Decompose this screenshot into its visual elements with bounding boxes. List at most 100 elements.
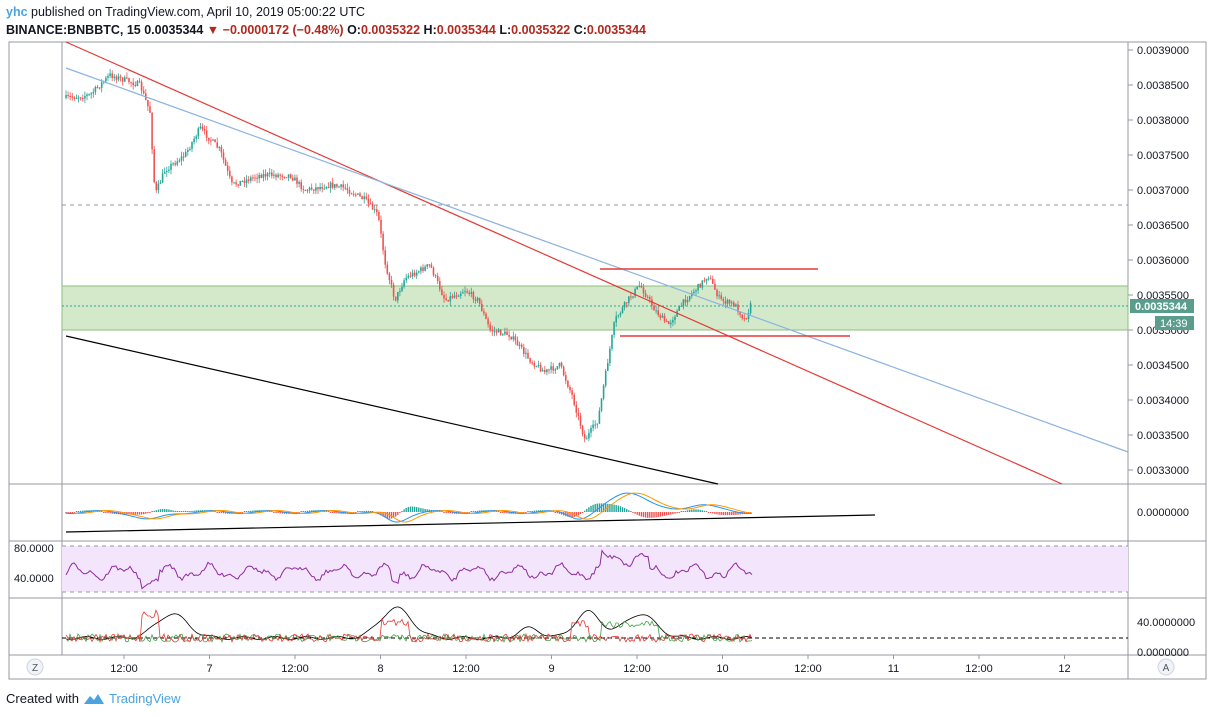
candle-body: [449, 296, 452, 302]
red-trendline[interactable]: [65, 41, 1063, 485]
high-label: H:: [423, 23, 437, 37]
macd-bar: [447, 512, 449, 514]
candle-body: [336, 184, 338, 187]
macd-bar: [250, 510, 252, 512]
footer: Created with TradingView: [6, 691, 181, 706]
macd-bar: [504, 512, 506, 514]
candle-body: [644, 293, 647, 297]
macd-bar: [195, 510, 197, 512]
candle-body: [239, 180, 242, 186]
macd-bar: [155, 510, 157, 512]
candle-body: [590, 427, 592, 433]
support-resistance-zone[interactable]: [61, 285, 1129, 331]
macd-bar: [552, 511, 554, 512]
candle-body: [138, 81, 141, 83]
macd-bar: [103, 512, 105, 513]
candle-body: [170, 163, 172, 170]
candle-body: [415, 272, 418, 276]
macd-bar: [558, 512, 561, 514]
candle-body: [735, 304, 737, 307]
candle-body: [100, 82, 103, 88]
candle-body: [348, 190, 351, 194]
candle-body: [166, 170, 168, 172]
candle-body: [674, 316, 676, 320]
macd-bar: [140, 512, 143, 515]
price-axis[interactable]: 0.0039000 0.0038500 0.0038000 0.0037500 0.00…: [1128, 45, 1189, 477]
macd-bar: [535, 510, 538, 512]
time-axis[interactable]: 12:00 7 12:00 8 12:00 9 12:00 10 12:00 11 12:00 12: [110, 655, 1071, 675]
auto-scale-button[interactable]: A: [1157, 658, 1175, 676]
macd-bar: [697, 509, 699, 512]
macd-bar: [728, 512, 731, 516]
candle-body: [252, 177, 254, 179]
candle-body: [636, 286, 638, 290]
macd-bar: [497, 511, 500, 512]
candle-body: [369, 203, 372, 205]
time-tick-label: 12:00: [110, 663, 138, 675]
candle-body: [455, 295, 458, 297]
macd-bar: [254, 510, 256, 512]
candle-body: [407, 275, 410, 278]
macd-bar: [193, 510, 195, 512]
candle-body: [140, 81, 143, 91]
macd-bar: [168, 509, 170, 512]
macd-bar: [153, 510, 155, 512]
macd-bar: [395, 512, 397, 517]
tradingview-brand[interactable]: TradingView: [108, 691, 181, 706]
candle-body: [310, 187, 313, 190]
candle-body: [531, 362, 533, 364]
candle-body: [533, 362, 536, 367]
macd-bar: [275, 512, 277, 513]
author-name[interactable]: yhc: [6, 5, 28, 19]
candle-body: [346, 188, 349, 191]
candlesticks: [65, 68, 752, 443]
macd-trendline[interactable]: [65, 514, 876, 533]
candle-body: [90, 93, 92, 95]
candle-body: [443, 294, 445, 299]
candle-body: [220, 147, 223, 153]
macd-bar: [636, 512, 638, 515]
candle-body: [470, 291, 473, 295]
macd-bar: [409, 506, 412, 512]
candle-body: [730, 302, 733, 304]
macd-bar: [731, 512, 733, 516]
candle-body: [688, 296, 691, 301]
current-price-tag: [1130, 299, 1194, 313]
macd-bar: [531, 511, 533, 512]
candle-body: [726, 299, 729, 304]
candle-body: [199, 126, 202, 129]
candle-body: [350, 193, 353, 195]
candle-body: [705, 278, 708, 281]
candle-body: [231, 176, 233, 183]
candle-body: [625, 302, 628, 304]
blue-trendline[interactable]: [65, 67, 1129, 453]
candle-body: [569, 386, 571, 391]
chart-area[interactable]: 0.0039000 0.0038500 0.0038000 0.0037500 0.00…: [0, 0, 1212, 690]
candle-body: [436, 275, 439, 282]
zoom-reset-button[interactable]: Z: [26, 658, 44, 676]
macd-bar: [161, 508, 164, 512]
candle-body: [693, 291, 695, 294]
candle-body: [178, 160, 181, 162]
candle-body: [554, 369, 557, 371]
candle-body: [325, 187, 328, 189]
candle-body: [630, 296, 632, 298]
candle-body: [107, 75, 109, 78]
macd-bar: [647, 512, 649, 518]
macd-bar: [655, 512, 657, 518]
dmi-axis: 40.0000000 0.0000000: [1137, 617, 1195, 659]
candle-body: [394, 296, 397, 301]
candle-body: [212, 139, 214, 141]
black-support-trendline[interactable]: [65, 335, 719, 485]
macd-bar: [705, 511, 708, 512]
macd-bar: [661, 512, 664, 517]
macd-bar: [695, 509, 697, 512]
candle-body: [565, 375, 567, 381]
macd-bar: [638, 512, 640, 516]
candle-body: [617, 315, 620, 317]
candle-body: [502, 334, 504, 336]
candle-body: [172, 163, 174, 165]
candle-body: [241, 180, 244, 182]
candle-body: [640, 285, 643, 288]
macd-bar: [439, 511, 441, 512]
